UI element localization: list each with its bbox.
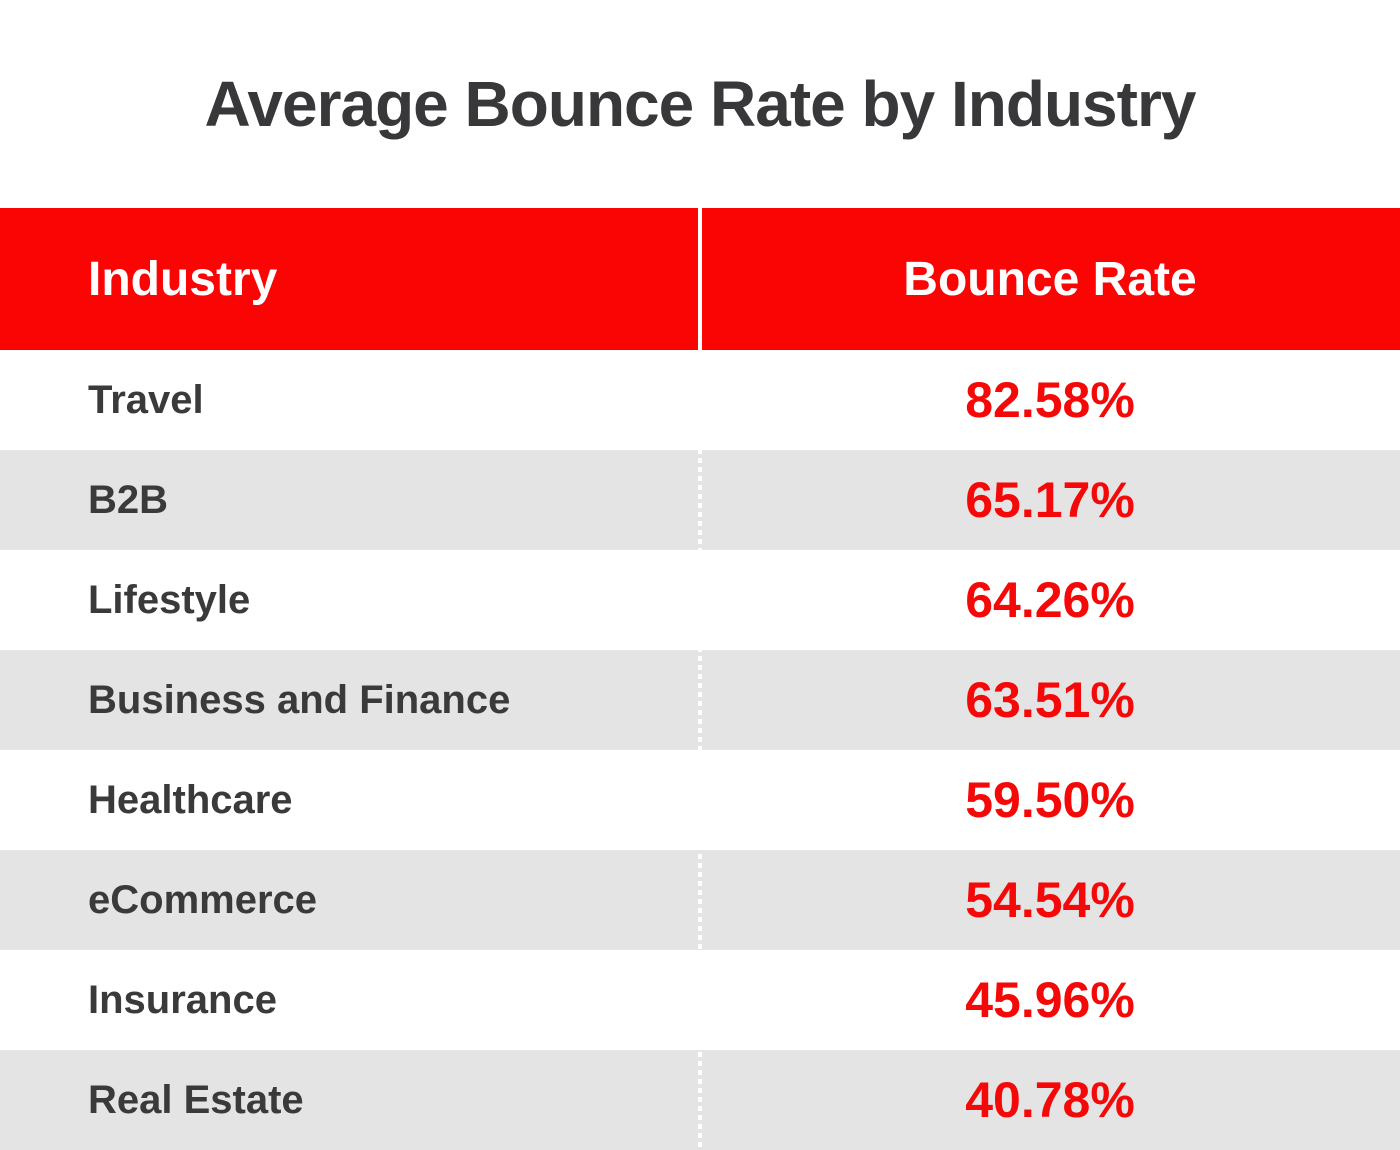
industry-label: B2B [88, 477, 169, 522]
column-divider-header [698, 208, 702, 350]
bounce-rate-value: 54.54% [965, 872, 1135, 928]
bounce-rate-value: 64.26% [965, 572, 1135, 628]
title-area: Average Bounce Rate by Industry [0, 0, 1400, 208]
column-header-industry: Industry [88, 252, 278, 306]
bounce-rate-value: 63.51% [965, 672, 1135, 728]
industry-label: Lifestyle [88, 577, 251, 622]
industry-label: Insurance [88, 977, 277, 1022]
column-divider-body [698, 350, 702, 1150]
bounce-rate-value: 40.78% [965, 1072, 1135, 1128]
bounce-rate-value: 45.96% [965, 972, 1135, 1028]
column-header-bounce-rate: Bounce Rate [903, 252, 1197, 306]
bounce-rate-value: 82.58% [965, 372, 1135, 428]
page-title: Average Bounce Rate by Industry [204, 68, 1197, 140]
industry-label: eCommerce [88, 877, 318, 922]
bounce-rate-value: 65.17% [965, 472, 1135, 528]
industry-label: Healthcare [88, 777, 293, 822]
industry-label: Business and Finance [88, 677, 511, 722]
bounce-rate-value: 59.50% [965, 772, 1135, 828]
industry-label: Travel [88, 377, 204, 422]
industry-label: Real Estate [88, 1077, 304, 1122]
